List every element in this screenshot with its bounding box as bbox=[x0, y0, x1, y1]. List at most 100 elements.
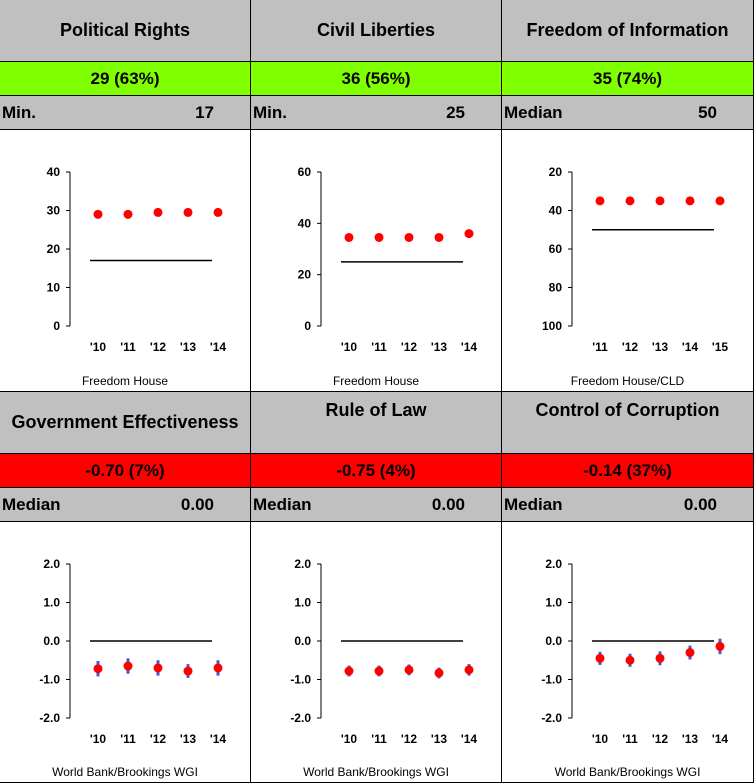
x-tick-label: '14 bbox=[712, 732, 729, 746]
reference-value: 0.00 bbox=[431, 494, 465, 514]
panel-rule-of-law: Rule of Law -0.75 (4%) Median 0.00 -2.0-… bbox=[251, 392, 502, 783]
score-badge: 29 (63%) bbox=[0, 62, 250, 96]
panel-title: Rule of Law bbox=[251, 392, 501, 454]
y-tick-label: 0.0 bbox=[545, 634, 562, 648]
y-tick-label: 60 bbox=[298, 165, 312, 179]
x-tick-label: '11 bbox=[592, 340, 608, 354]
x-tick-label: '13 bbox=[652, 340, 669, 354]
chart: 0 20 40 60 '10 '11 '12 '13 '14 bbox=[298, 165, 478, 354]
panel-civil-liberties: Civil Liberties 36 (56%) Min. 25 0 20 40 60… bbox=[251, 0, 502, 392]
x-tick-label: '13 bbox=[180, 732, 197, 746]
y-tick-label: 0.0 bbox=[43, 634, 60, 648]
reference-row: Median 0.00 bbox=[502, 488, 753, 522]
x-tick-label: '14 bbox=[461, 340, 478, 354]
x-tick-label: '12 bbox=[401, 732, 418, 746]
y-tick-label: -1.0 bbox=[541, 673, 562, 687]
x-tick-label: '10 bbox=[341, 340, 358, 354]
x-tick-label: '12 bbox=[622, 340, 639, 354]
panel-title: Freedom of Information bbox=[502, 0, 753, 62]
data-point bbox=[464, 665, 474, 675]
reference-label: Min. bbox=[253, 102, 287, 122]
y-tick-label: 40 bbox=[549, 204, 563, 218]
data-point bbox=[715, 641, 725, 651]
x-tick-label: '13 bbox=[431, 732, 448, 746]
score-badge: -0.70 (7%) bbox=[0, 454, 250, 488]
data-point bbox=[655, 196, 665, 206]
reference-value: 25 bbox=[446, 102, 465, 122]
y-tick-label: 0 bbox=[53, 319, 60, 333]
source-label: World Bank/Brookings WGI bbox=[303, 765, 449, 779]
y-tick-label: 1.0 bbox=[43, 596, 60, 610]
chart: -2.0 -1.0 0.0 1.0 2.0 '10 '11 '12 '13 '14 bbox=[541, 557, 729, 746]
reference-value: 0.00 bbox=[180, 494, 214, 514]
chart: -2.0 -1.0 0.0 1.0 2.0 '10 '11 '12 '13 '14 bbox=[39, 557, 227, 746]
reference-row: Min. 25 bbox=[251, 96, 501, 130]
x-tick-label: '10 bbox=[341, 732, 358, 746]
data-point bbox=[123, 661, 133, 671]
data-point bbox=[183, 207, 193, 217]
reference-label: Median bbox=[504, 494, 563, 514]
panel-government-effectiveness: Government Effectiveness -0.70 (7%) Medi… bbox=[0, 392, 251, 783]
x-tick-label: '11 bbox=[120, 732, 136, 746]
x-tick-label: '13 bbox=[682, 732, 699, 746]
chart: -2.0 -1.0 0.0 1.0 2.0 '10 '11 '12 '13 '14 bbox=[290, 557, 477, 746]
data-point bbox=[595, 653, 605, 663]
data-point bbox=[153, 663, 163, 673]
y-tick-label: -2.0 bbox=[39, 711, 60, 725]
x-tick-label: '14 bbox=[210, 732, 227, 746]
panel-title: Government Effectiveness bbox=[0, 392, 250, 454]
y-tick-label: 20 bbox=[298, 268, 312, 282]
reference-row: Median 50 bbox=[502, 96, 753, 130]
data-point bbox=[93, 664, 103, 674]
y-tick-label: -2.0 bbox=[290, 711, 311, 725]
data-point bbox=[685, 648, 695, 658]
y-tick-label: 10 bbox=[47, 281, 61, 295]
score-badge: -0.75 (4%) bbox=[251, 454, 501, 488]
y-tick-label: -1.0 bbox=[39, 673, 60, 687]
panel-title: Civil Liberties bbox=[251, 0, 501, 62]
x-tick-label: '15 bbox=[712, 340, 729, 354]
x-tick-label: '12 bbox=[652, 732, 669, 746]
data-point bbox=[404, 665, 414, 675]
reference-row: Median 0.00 bbox=[0, 488, 250, 522]
x-tick-label: '11 bbox=[371, 340, 387, 354]
y-tick-label: -2.0 bbox=[541, 711, 562, 725]
source-label: Freedom House bbox=[81, 374, 169, 388]
y-tick-label: 2.0 bbox=[43, 557, 60, 571]
panel-title: Control of Corruption bbox=[502, 392, 753, 454]
score-badge: 35 (74%) bbox=[502, 62, 753, 96]
data-point bbox=[213, 207, 223, 217]
data-point bbox=[434, 668, 444, 678]
y-tick-label: 20 bbox=[549, 165, 563, 179]
source-label: Freedom House/CLD bbox=[570, 374, 685, 388]
data-point bbox=[715, 196, 725, 206]
score-badge: 36 (56%) bbox=[251, 62, 501, 96]
x-tick-label: '13 bbox=[431, 340, 448, 354]
y-tick-label: 0.0 bbox=[294, 634, 311, 648]
panel-freedom-of-information: Freedom of Information 35 (74%) Median 5… bbox=[502, 0, 754, 392]
data-point bbox=[183, 666, 193, 676]
x-tick-label: '14 bbox=[210, 340, 227, 354]
reference-label: Median bbox=[253, 494, 312, 514]
data-point bbox=[434, 232, 444, 242]
reference-label: Min. bbox=[2, 102, 36, 122]
data-point bbox=[344, 666, 354, 676]
y-tick-label: 80 bbox=[549, 281, 563, 295]
reference-value: 17 bbox=[195, 102, 214, 122]
data-point bbox=[93, 209, 103, 219]
data-point bbox=[595, 196, 605, 206]
panel-political-rights: Political Rights 29 (63%) Min. 17 0 10 20 3… bbox=[0, 0, 251, 392]
y-tick-label: 1.0 bbox=[545, 596, 562, 610]
data-point bbox=[344, 232, 354, 242]
x-tick-label: '14 bbox=[682, 340, 699, 354]
reference-label: Median bbox=[2, 494, 61, 514]
data-point bbox=[464, 229, 474, 239]
x-tick-label: '10 bbox=[90, 732, 107, 746]
chart: 0 10 20 30 40 '10 '11 '12 '13 '14 bbox=[47, 165, 227, 354]
x-tick-label: '11 bbox=[120, 340, 136, 354]
data-point bbox=[625, 196, 635, 206]
data-point bbox=[374, 232, 384, 242]
y-tick-label: 1.0 bbox=[294, 596, 311, 610]
source-label: World Bank/Brookings WGI bbox=[554, 765, 701, 779]
